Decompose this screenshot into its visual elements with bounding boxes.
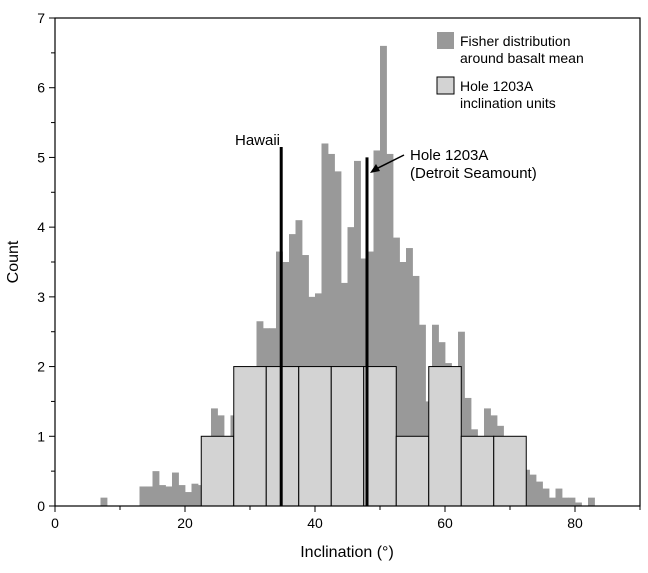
unit-bar: [460, 435, 495, 507]
fisher-bar: [380, 45, 387, 507]
legend-label-fisher-line2: around basalt mean: [460, 50, 584, 66]
legend: Fisher distribution around basalt mean H…: [436, 32, 584, 111]
fisher-bar: [139, 486, 147, 506]
fisher-bar: [555, 488, 563, 506]
reference-lines: [279, 146, 369, 506]
x-tick-label: 20: [177, 515, 193, 531]
unit-bar: [493, 435, 527, 507]
y-tick-label: 4: [37, 219, 45, 235]
x-tick-label: 40: [307, 515, 323, 531]
unit-bar: [363, 366, 397, 507]
fisher-bar: [399, 262, 407, 506]
fisher-bar: [536, 481, 543, 506]
fisher-bar: [159, 485, 166, 506]
x-axis-title: Inclination (°): [300, 544, 394, 561]
hawaii-label: Hawaii: [235, 132, 280, 149]
unit-bar: [200, 435, 235, 507]
y-tick-label: 2: [37, 359, 45, 375]
y-axis-ticks: 0 1 2 3 4 5 6 7: [37, 10, 55, 514]
y-tick-label: 7: [37, 10, 45, 26]
fisher-bar: [529, 474, 537, 506]
annotation-arrow-head: [370, 164, 380, 173]
fisher-bar: [185, 492, 192, 506]
fisher-bar: [373, 150, 381, 506]
fisher-bar: [152, 471, 160, 506]
fisher-bar: [419, 324, 426, 506]
legend-label-units-line1: Hole 1203A: [460, 78, 534, 94]
fisher-bar: [295, 220, 303, 506]
unit-bar: [330, 366, 365, 507]
fisher-bar: [146, 486, 153, 506]
fisher-bar: [354, 160, 361, 506]
fisher-bar: [165, 486, 173, 506]
fisher-bar: [406, 248, 413, 507]
unit-bar: [428, 366, 462, 507]
fisher-bar: [191, 483, 199, 506]
fisher-bar: [100, 497, 108, 506]
detroit-seamount-label: (Detroit Seamount): [410, 165, 537, 182]
fisher-bar: [542, 488, 550, 506]
y-tick-label: 6: [37, 80, 45, 96]
fisher-bar: [549, 497, 556, 506]
fisher-bar: [334, 171, 342, 506]
fisher-bar: [588, 497, 595, 506]
x-tick-label: 0: [51, 515, 59, 531]
fisher-bar: [412, 275, 420, 506]
x-tick-label: 80: [567, 515, 583, 531]
hole-1203a-label: Hole 1203A: [410, 147, 488, 164]
y-tick-label: 3: [37, 289, 45, 305]
fisher-bar: [321, 143, 329, 506]
fisher-bar: [575, 502, 582, 506]
legend-label-fisher-line1: Fisher distribution: [460, 33, 571, 49]
x-tick-label: 60: [437, 515, 453, 531]
y-tick-label: 0: [37, 498, 45, 514]
legend-label-units-line2: inclination units: [460, 95, 556, 111]
y-axis-title: Count: [5, 240, 22, 283]
fisher-bar: [178, 485, 186, 506]
x-axis-ticks: 0 20 40 60 80: [51, 506, 641, 531]
unit-bar: [233, 366, 267, 507]
unit-bar: [298, 366, 332, 507]
legend-swatch-fisher: [437, 32, 454, 49]
fisher-bar: [328, 153, 335, 506]
fisher-bar: [562, 497, 569, 506]
fisher-bar: [568, 497, 576, 506]
fisher-bar: [172, 472, 179, 506]
annotation-arrow-shaft: [373, 154, 405, 171]
y-tick-label: 1: [37, 428, 45, 444]
fisher-bar: [386, 153, 394, 506]
y-tick-label: 5: [37, 149, 45, 165]
inclination-units-series: [200, 366, 527, 507]
unit-bar: [395, 435, 430, 507]
legend-swatch-units: [436, 76, 455, 95]
